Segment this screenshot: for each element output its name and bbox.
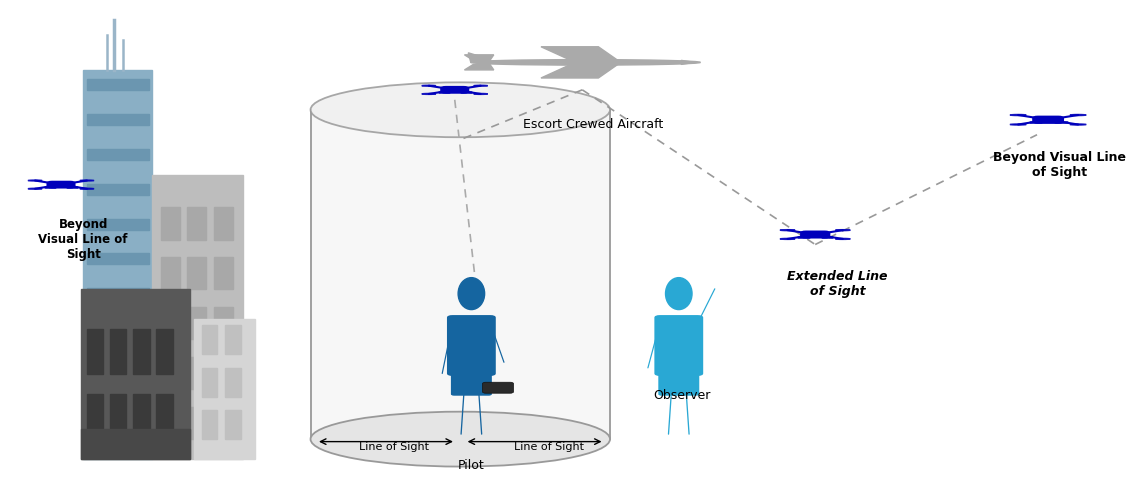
FancyBboxPatch shape	[441, 86, 469, 94]
FancyBboxPatch shape	[1033, 116, 1064, 124]
Bar	[133, 394, 150, 439]
Ellipse shape	[28, 180, 42, 181]
Bar	[133, 329, 150, 374]
Bar	[202, 368, 217, 397]
Bar	[110, 329, 126, 374]
FancyBboxPatch shape	[800, 231, 830, 239]
Bar	[202, 410, 217, 439]
Bar	[81, 289, 190, 459]
Ellipse shape	[474, 85, 487, 86]
Ellipse shape	[310, 82, 610, 137]
Bar	[214, 307, 233, 339]
Bar	[86, 79, 149, 90]
Ellipse shape	[780, 230, 795, 231]
Text: Observer: Observer	[653, 389, 711, 402]
Text: Line of Sight: Line of Sight	[359, 442, 428, 452]
FancyBboxPatch shape	[483, 382, 513, 393]
Polygon shape	[468, 53, 490, 62]
Ellipse shape	[421, 85, 436, 86]
Bar	[86, 219, 149, 230]
Text: Beyond Visual Line
of Sight: Beyond Visual Line of Sight	[993, 151, 1126, 179]
Ellipse shape	[780, 239, 795, 240]
Polygon shape	[465, 55, 494, 60]
Bar	[187, 207, 207, 240]
Bar	[86, 394, 103, 439]
Bar	[152, 175, 243, 459]
Bar	[187, 257, 207, 289]
Ellipse shape	[28, 188, 42, 189]
Bar	[187, 407, 207, 439]
Ellipse shape	[458, 277, 485, 309]
FancyBboxPatch shape	[47, 181, 75, 189]
Bar	[214, 357, 233, 389]
Bar	[86, 323, 149, 334]
Text: Extended Line
of Sight: Extended Line of Sight	[787, 270, 887, 298]
Bar	[86, 114, 149, 125]
Bar	[202, 325, 217, 354]
Bar	[110, 394, 126, 439]
Bar	[86, 428, 149, 439]
Text: Beyond
Visual Line of
Sight: Beyond Visual Line of Sight	[39, 218, 128, 261]
Ellipse shape	[80, 180, 94, 181]
Bar	[214, 207, 233, 240]
Bar	[214, 407, 233, 439]
Ellipse shape	[835, 230, 851, 231]
Bar	[225, 368, 241, 397]
Bar	[161, 307, 179, 339]
Bar	[86, 393, 149, 404]
Ellipse shape	[80, 188, 94, 189]
Bar	[225, 325, 241, 354]
Bar	[86, 184, 149, 195]
Bar	[157, 329, 173, 374]
Bar	[81, 429, 190, 459]
FancyBboxPatch shape	[654, 315, 703, 376]
Bar	[187, 357, 207, 389]
Bar	[83, 70, 152, 459]
Ellipse shape	[1010, 124, 1026, 125]
Polygon shape	[465, 64, 494, 70]
Bar	[214, 257, 233, 289]
FancyBboxPatch shape	[451, 372, 492, 396]
Bar	[187, 307, 207, 339]
Text: Line of Sight: Line of Sight	[513, 442, 584, 452]
Polygon shape	[541, 47, 618, 60]
FancyBboxPatch shape	[446, 315, 495, 376]
Bar	[86, 358, 149, 369]
Polygon shape	[682, 60, 694, 64]
Text: Pilot: Pilot	[458, 459, 485, 472]
Ellipse shape	[474, 93, 487, 94]
Bar	[310, 110, 610, 439]
Bar	[161, 207, 179, 240]
Polygon shape	[541, 65, 618, 78]
Ellipse shape	[666, 277, 692, 309]
Ellipse shape	[835, 239, 851, 240]
Ellipse shape	[1070, 124, 1086, 125]
Ellipse shape	[470, 59, 701, 65]
Bar	[161, 257, 179, 289]
Bar	[194, 319, 256, 459]
Bar	[86, 329, 103, 374]
Bar	[161, 357, 179, 389]
Ellipse shape	[1070, 114, 1086, 116]
Ellipse shape	[421, 93, 436, 94]
Bar	[225, 410, 241, 439]
Ellipse shape	[1010, 114, 1026, 116]
Bar	[86, 288, 149, 299]
Bar	[157, 394, 173, 439]
FancyBboxPatch shape	[658, 372, 700, 396]
Text: Escort Crewed Aircraft: Escort Crewed Aircraft	[524, 118, 663, 131]
Bar	[161, 407, 179, 439]
Bar	[86, 253, 149, 264]
Ellipse shape	[310, 412, 610, 467]
Bar	[86, 149, 149, 160]
